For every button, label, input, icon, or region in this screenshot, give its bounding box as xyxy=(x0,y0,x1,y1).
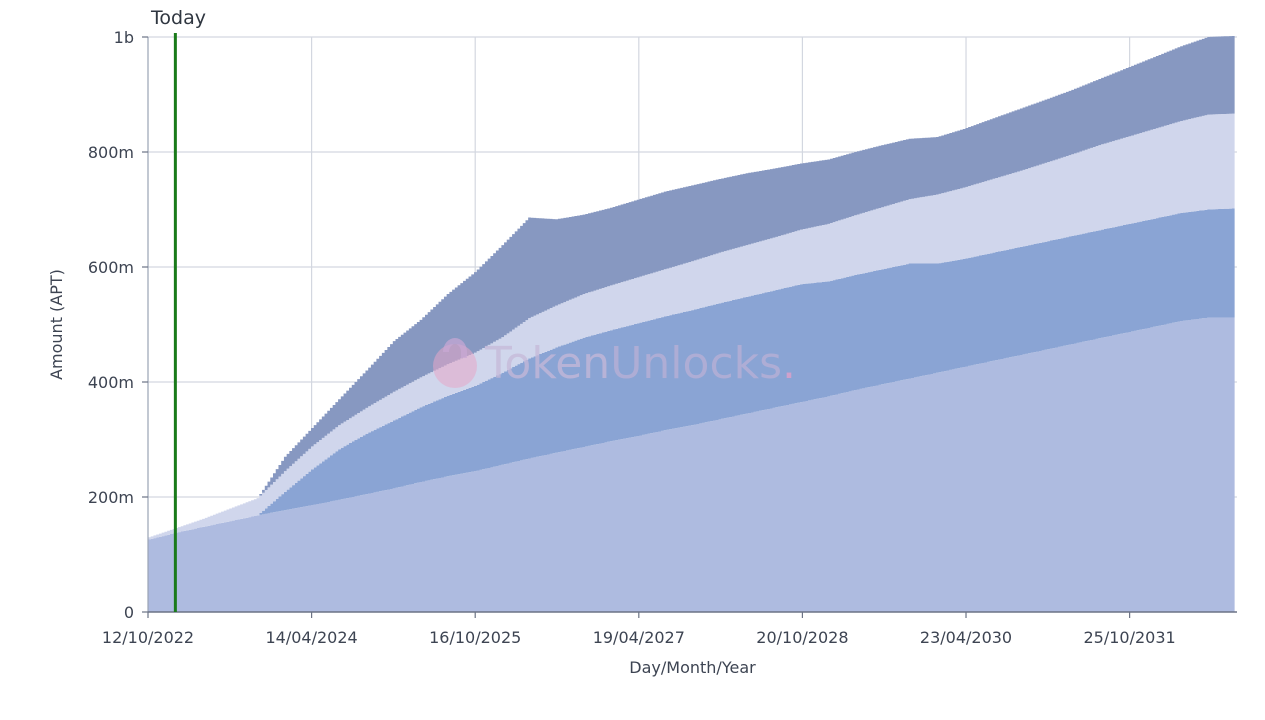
watermark-brand-b: Unlocks xyxy=(610,338,782,389)
x-tick-label: 14/04/2024 xyxy=(265,628,357,647)
y-tick-label: 400m xyxy=(88,373,134,392)
x-tick-label: 19/04/2027 xyxy=(593,628,685,647)
today-marker: Today xyxy=(150,7,206,612)
y-tick-label: 1b xyxy=(114,28,134,47)
area-layer xyxy=(148,35,1235,612)
area-series-4 xyxy=(148,35,1235,538)
area-series-3 xyxy=(148,113,1235,540)
x-tick-label: 20/10/2028 xyxy=(756,628,848,647)
area-series-2 xyxy=(148,208,1235,540)
x-axis-title: Day/Month/Year xyxy=(629,658,756,677)
tokenunlocks-logo-icon xyxy=(433,338,477,388)
y-tick-label: 800m xyxy=(88,143,134,162)
y-tick-label: 0 xyxy=(124,603,134,622)
watermark-dot: . xyxy=(782,338,796,389)
watermark-brand-a: Token xyxy=(484,338,610,389)
watermark: TokenUnlocks. xyxy=(433,338,796,389)
x-tick-label: 16/10/2025 xyxy=(429,628,521,647)
x-tick-label: 25/10/2031 xyxy=(1084,628,1176,647)
y-tick-label: 200m xyxy=(88,488,134,507)
y-tick-label: 600m xyxy=(88,258,134,277)
y-axis-title: Amount (APT) xyxy=(47,269,66,380)
watermark-text: TokenUnlocks. xyxy=(484,338,796,389)
axes-layer: 0 200m 400m 600m 800m 1b 12/10/2022 14/04/2024 1… xyxy=(88,28,1237,647)
today-label: Today xyxy=(150,7,206,29)
x-tick-label: 23/04/2030 xyxy=(920,628,1012,647)
area-series-1 xyxy=(148,317,1235,612)
x-tick-label: 12/10/2022 xyxy=(102,628,194,647)
